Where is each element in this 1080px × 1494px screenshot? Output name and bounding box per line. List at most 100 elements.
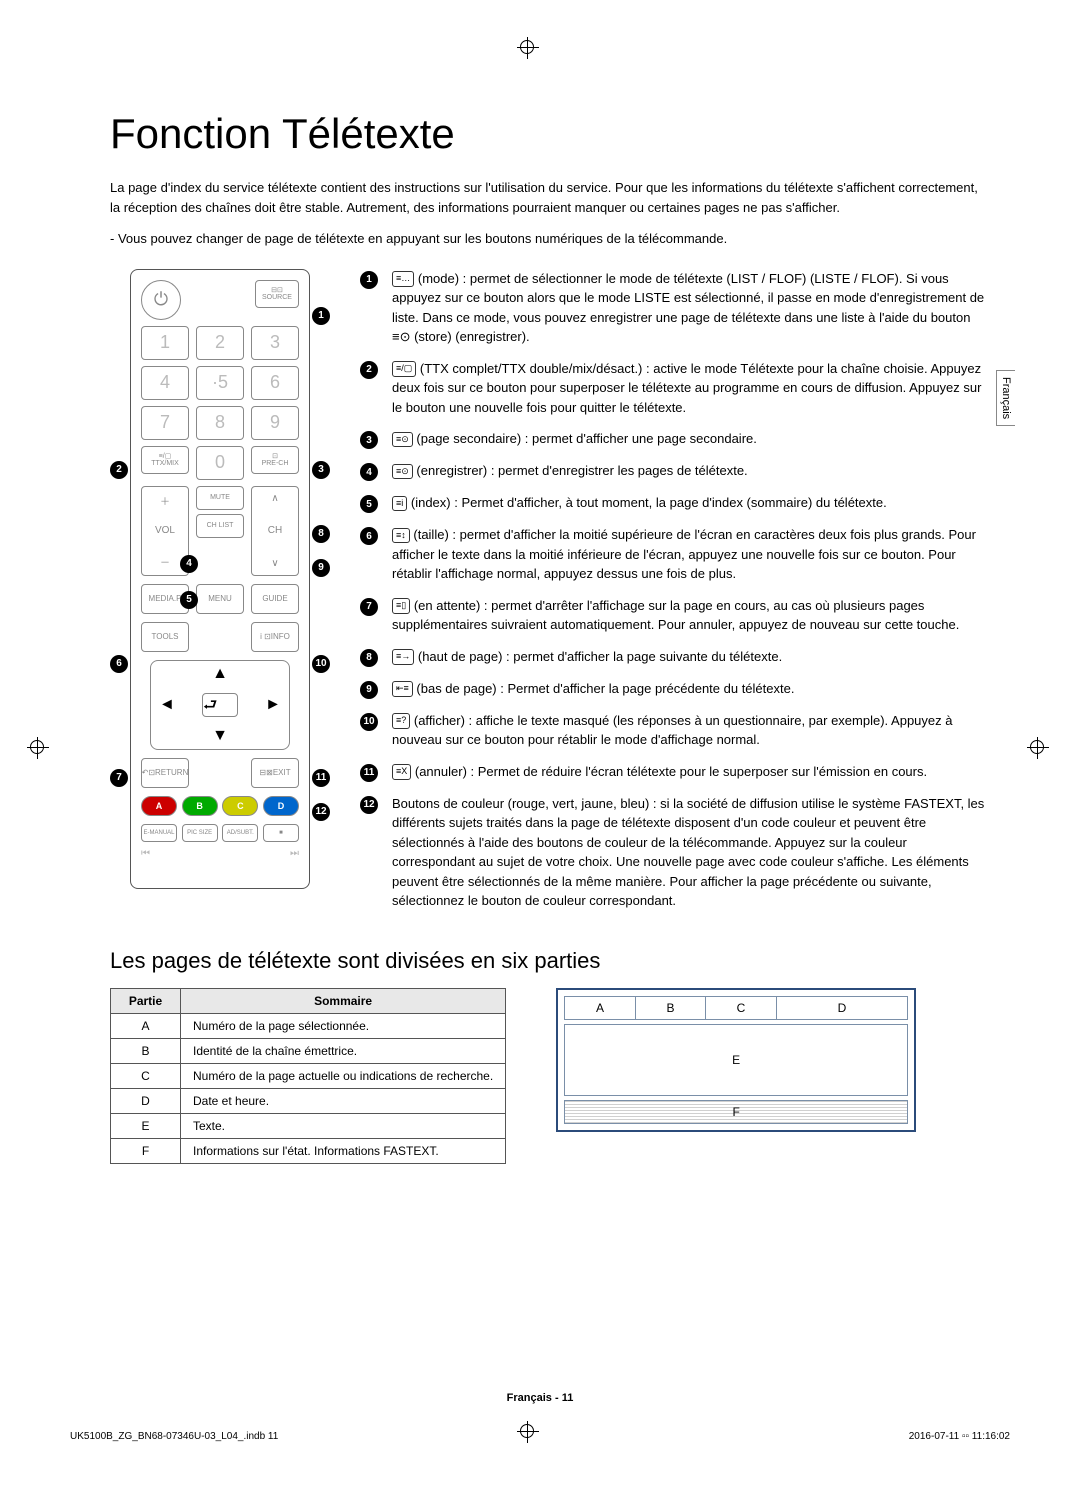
num-0: 0 bbox=[196, 446, 244, 480]
feature-text: ≡⊙ (page secondaire) : permet d'afficher… bbox=[392, 429, 990, 449]
parts-table: Partie Sommaire ANuméro de la page sélec… bbox=[110, 988, 506, 1164]
table-cell: C bbox=[111, 1063, 181, 1088]
menu-button: MENU bbox=[196, 584, 244, 614]
nav-enter: ⮐ bbox=[202, 693, 238, 717]
feature-text: Boutons de couleur (rouge, vert, jaune, … bbox=[392, 794, 990, 911]
tools-button: TOOLS bbox=[141, 622, 189, 652]
prech-button: ⊡PRE-CH bbox=[251, 446, 299, 474]
sub-intro: Vous pouvez changer de page de télétexte… bbox=[110, 229, 990, 249]
table-cell: B bbox=[111, 1038, 181, 1063]
feature-item: 7≡▯ (en attente) : permet d'arrêter l'af… bbox=[360, 596, 990, 635]
table-row: BIdentité de la chaîne émettrice. bbox=[111, 1038, 506, 1063]
green-button: B bbox=[182, 796, 218, 816]
feature-item: 2 ≡/▢ (TTX complet/TTX double/mix/désact.… bbox=[360, 359, 990, 418]
page-title: Fonction Télétexte bbox=[110, 110, 990, 158]
table-cell: Date et heure. bbox=[181, 1088, 506, 1113]
exit-button: ⊟⊠EXIT bbox=[251, 758, 299, 788]
feature-number: 9 bbox=[360, 681, 378, 699]
bottom-section: Partie Sommaire ANuméro de la page sélec… bbox=[110, 988, 990, 1164]
feature-number: 10 bbox=[360, 713, 378, 731]
feature-text: ≡/▢ (TTX complet/TTX double/mix/désact.)… bbox=[392, 359, 990, 418]
num-1: 1 bbox=[141, 326, 189, 360]
feature-number: 8 bbox=[360, 649, 378, 667]
feature-item: 11 ≡X (annuler) : Permet de réduire l'écr… bbox=[360, 762, 990, 782]
layout-cell-f: F bbox=[564, 1100, 908, 1124]
feature-list: 1≡… (mode) : permet de sélectionner le m… bbox=[360, 269, 990, 923]
feature-number: 11 bbox=[360, 764, 378, 782]
feature-text: ≡X (annuler) : Permet de réduire l'écran… bbox=[392, 762, 990, 782]
table-cell: Identité de la chaîne émettrice. bbox=[181, 1038, 506, 1063]
layout-cell-d: D bbox=[777, 997, 907, 1019]
chlist-button: CH LIST bbox=[196, 514, 244, 538]
return-button: ↶⊡RETURN bbox=[141, 758, 189, 788]
print-date: 2016-07-11 ▫▫ 11:16:02 bbox=[909, 1431, 1010, 1442]
main-content: ⏻ ⊟⊡SOURCE 1 2 3 4 ·5 6 7 8 9 ≡/▢TTX/MIX bbox=[110, 269, 990, 923]
red-button: A bbox=[141, 796, 177, 816]
feature-number: 12 bbox=[360, 796, 378, 814]
feature-number: 6 bbox=[360, 527, 378, 545]
teletext-icon: ≡/▢ bbox=[392, 361, 416, 377]
feature-item: 10≡? (afficher) : affiche le texte masqu… bbox=[360, 711, 990, 750]
print-footer: UK5100B_ZG_BN68-07346U-03_L04_.indb 11 2… bbox=[70, 1431, 1010, 1442]
callout-badge: 8 bbox=[312, 525, 330, 543]
stop-button: ■ bbox=[263, 824, 299, 842]
power-button: ⏻ bbox=[141, 280, 181, 320]
layout-diagram: A B C D E F bbox=[556, 988, 916, 1132]
callout-badge: 12 bbox=[312, 803, 330, 821]
feature-text: ≡i (index) : Permet d'afficher, à tout m… bbox=[392, 493, 990, 513]
teletext-icon: ≡→ bbox=[392, 649, 414, 665]
guide-button: GUIDE bbox=[251, 584, 299, 614]
next-track-icon: ⏭ bbox=[290, 848, 299, 859]
teletext-icon: ≡i bbox=[392, 496, 407, 512]
callout-badge: 1 bbox=[312, 307, 330, 325]
callout-badge: 4 bbox=[180, 555, 198, 573]
remote-diagram: ⏻ ⊟⊡SOURCE 1 2 3 4 ·5 6 7 8 9 ≡/▢TTX/MIX bbox=[110, 269, 330, 889]
table-cell: D bbox=[111, 1088, 181, 1113]
mute-button: MUTE bbox=[196, 486, 244, 510]
layout-cell-a: A bbox=[565, 997, 636, 1019]
num-9: 9 bbox=[251, 406, 299, 440]
table-row: ANuméro de la page sélectionnée. bbox=[111, 1013, 506, 1038]
num-6: 6 bbox=[251, 366, 299, 400]
feature-number: 3 bbox=[360, 431, 378, 449]
feature-text: ≡⊙ (enregistrer) : permet d'enregistrer … bbox=[392, 461, 990, 481]
feature-number: 7 bbox=[360, 598, 378, 616]
teletext-icon: ≡? bbox=[392, 713, 410, 729]
picsize-button: PIC SIZE bbox=[182, 824, 218, 842]
page-footer: Français - 11 bbox=[0, 1392, 1080, 1404]
feature-number: 2 bbox=[360, 361, 378, 379]
teletext-icon: ≡▯ bbox=[392, 598, 410, 614]
ttx-button: ≡/▢TTX/MIX bbox=[141, 446, 189, 474]
teletext-icon: ≡↕ bbox=[392, 528, 410, 544]
callout-badge: 11 bbox=[312, 769, 330, 787]
feature-item: 12 Boutons de couleur (rouge, vert, jaune… bbox=[360, 794, 990, 911]
feature-item: 4 ≡⊙ (enregistrer) : permet d'enregistrer… bbox=[360, 461, 990, 481]
intro-paragraph: La page d'index du service télétexte con… bbox=[110, 178, 990, 217]
num-3: 3 bbox=[251, 326, 299, 360]
callout-badge: 6 bbox=[110, 655, 128, 673]
language-tab: Français bbox=[996, 370, 1015, 426]
teletext-icon: ≡… bbox=[392, 271, 414, 287]
num-7: 7 bbox=[141, 406, 189, 440]
table-header-partie: Partie bbox=[111, 988, 181, 1013]
teletext-icon: ≡⊙ bbox=[392, 432, 413, 448]
feature-number: 5 bbox=[360, 495, 378, 513]
table-row: DDate et heure. bbox=[111, 1088, 506, 1113]
layout-cell-b: B bbox=[636, 997, 707, 1019]
num-4: 4 bbox=[141, 366, 189, 400]
feature-number: 4 bbox=[360, 463, 378, 481]
blue-button: D bbox=[263, 796, 299, 816]
teletext-icon: ⇤≡ bbox=[392, 681, 413, 697]
layout-cell-e: E bbox=[564, 1024, 908, 1096]
channel-rocker: ∧CH∨ bbox=[251, 486, 299, 576]
table-cell: Informations sur l'état. Informations FA… bbox=[181, 1138, 506, 1163]
feature-text: ≡↕ (taille) : permet d'afficher la moiti… bbox=[392, 525, 990, 584]
feature-item: 9 ⇤≡ (bas de page) : Permet d'afficher la… bbox=[360, 679, 990, 699]
emanual-button: E-MANUAL bbox=[141, 824, 177, 842]
callout-badge: 3 bbox=[312, 461, 330, 479]
feature-text: ≡→ (haut de page) : permet d'afficher la… bbox=[392, 647, 990, 667]
teletext-icon: ≡X bbox=[392, 764, 411, 780]
layout-cell-c: C bbox=[706, 997, 777, 1019]
feature-text: ⇤≡ (bas de page) : Permet d'afficher la … bbox=[392, 679, 990, 699]
callout-badge: 10 bbox=[312, 655, 330, 673]
